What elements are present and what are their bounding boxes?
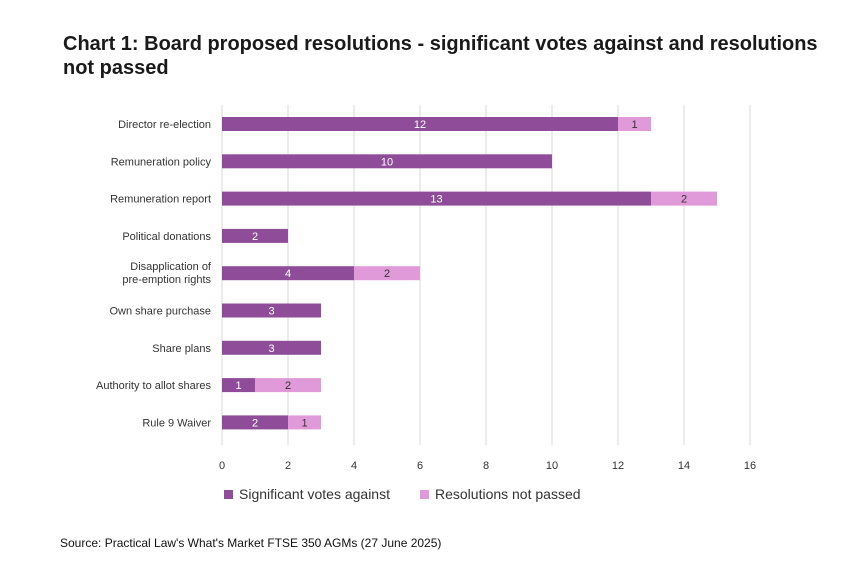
x-tick-label: 8 xyxy=(483,460,489,472)
bar-significant-votes-against xyxy=(222,303,321,318)
bar-resolutions-not-passed xyxy=(354,266,420,281)
bar-significant-votes-against xyxy=(222,228,288,243)
bar-significant-votes-against xyxy=(222,266,354,281)
bar-significant-votes-against xyxy=(222,340,321,355)
x-tick-label: 4 xyxy=(351,460,357,472)
category-label: Political donations xyxy=(122,231,211,243)
category-label: Disapplication of pre-emption rights xyxy=(122,261,212,286)
data-label: 1 xyxy=(301,417,307,429)
data-label: 1 xyxy=(631,119,637,131)
category-label: Rule 9 Waiver xyxy=(142,417,211,429)
bar-resolutions-not-passed xyxy=(618,117,651,131)
bar-significant-votes-against xyxy=(222,378,255,393)
x-tick-label: 10 xyxy=(546,460,558,472)
category-label: Own share purchase xyxy=(110,306,212,318)
data-label: 4 xyxy=(285,268,291,280)
x-tick-label: 16 xyxy=(744,460,756,472)
data-label: 2 xyxy=(252,231,258,243)
bar-significant-votes-against xyxy=(222,191,651,206)
x-tick-label: 2 xyxy=(285,460,291,472)
source-note: Source: Practical Law's What's Market FT… xyxy=(60,536,442,550)
bar-significant-votes-against xyxy=(222,415,288,430)
data-label: 3 xyxy=(268,306,274,318)
data-label: 10 xyxy=(381,156,393,168)
bar-resolutions-not-passed xyxy=(651,191,717,206)
data-label: 2 xyxy=(681,194,687,206)
x-tick-label: 6 xyxy=(417,460,423,472)
data-label: 2 xyxy=(285,380,291,392)
legend-swatch-significant xyxy=(224,489,233,499)
category-label: Director re-election xyxy=(118,119,211,131)
x-tick-label: 14 xyxy=(678,460,690,472)
data-label: 2 xyxy=(384,268,390,280)
category-label: Remuneration policy xyxy=(111,156,212,168)
bar-significant-votes-against xyxy=(222,154,552,169)
data-label: 3 xyxy=(268,343,274,355)
data-label: 13 xyxy=(430,194,442,206)
bar-resolutions-not-passed xyxy=(255,378,321,393)
data-label: 12 xyxy=(414,119,426,131)
data-label: 2 xyxy=(252,417,258,429)
legend-item-significant: Significant votes against xyxy=(224,486,390,502)
chart-title: Chart 1: Board proposed resolutions - si… xyxy=(63,33,818,79)
category-label: Share plans xyxy=(152,343,211,355)
legend-label-not-passed: Resolutions not passed xyxy=(434,486,581,502)
x-tick-label: 12 xyxy=(612,460,624,472)
legend-label-significant: Significant votes against xyxy=(239,486,390,502)
category-label: Remuneration report xyxy=(110,194,211,206)
bar-significant-votes-against xyxy=(222,117,618,131)
legend: Significant votes against Resolutions no… xyxy=(224,486,581,502)
x-tick-label: 0 xyxy=(219,460,225,472)
bar-resolutions-not-passed xyxy=(288,415,321,430)
category-label: Authority to allot shares xyxy=(96,380,211,392)
data-label: 1 xyxy=(235,380,241,392)
legend-swatch-not-passed xyxy=(419,489,429,499)
legend-item-not-passed: Resolutions not passed xyxy=(419,486,581,502)
